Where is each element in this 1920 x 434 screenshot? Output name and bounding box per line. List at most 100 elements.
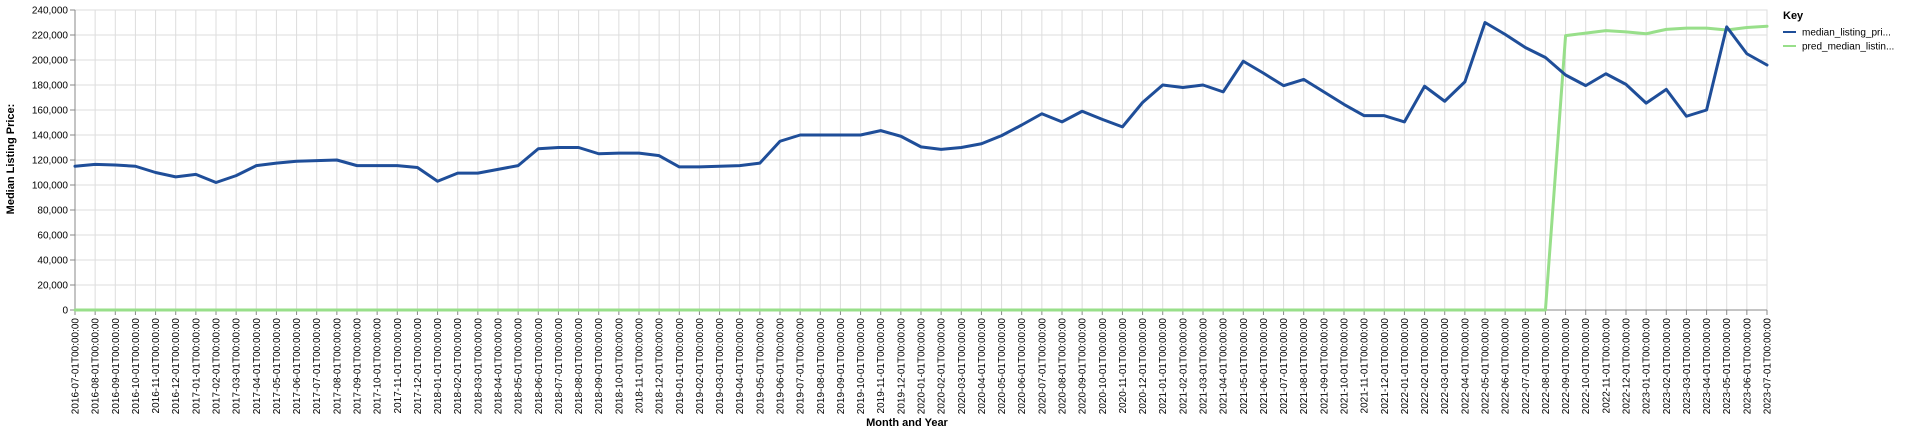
- y-tick-label: 100,000: [32, 181, 69, 192]
- x-tick-label: 2017-01-01T00:00:00: [191, 318, 202, 415]
- x-tick-label: 2020-05-01T00:00:00: [997, 318, 1008, 415]
- y-tick-label: 0: [62, 306, 68, 317]
- x-tick-label: 2018-12-01T00:00:00: [655, 318, 666, 415]
- x-tick-label: 2021-05-01T00:00:00: [1239, 318, 1250, 415]
- x-tick-label: 2022-02-01T00:00:00: [1420, 318, 1431, 415]
- x-tick-label: 2020-09-01T00:00:00: [1078, 318, 1089, 415]
- x-tick-label: 2021-07-01T00:00:00: [1279, 318, 1290, 415]
- legend-label: median_listing_pri...: [1802, 28, 1891, 39]
- x-tick-label: 2021-02-01T00:00:00: [1178, 318, 1189, 415]
- x-tick-label: 2018-02-01T00:00:00: [453, 318, 464, 415]
- x-tick-label: 2018-07-01T00:00:00: [554, 318, 565, 415]
- x-tick-label: 2018-08-01T00:00:00: [574, 318, 585, 415]
- y-axis-title: Median Listing Price:: [5, 104, 17, 215]
- x-tick-label: 2019-05-01T00:00:00: [755, 318, 766, 415]
- x-tick-label: 2018-05-01T00:00:00: [514, 318, 525, 415]
- x-tick-label: 2021-12-01T00:00:00: [1380, 318, 1391, 415]
- x-tick-label: 2020-12-01T00:00:00: [1138, 318, 1149, 415]
- x-tick-label: 2016-10-01T00:00:00: [131, 318, 142, 415]
- x-tick-label: 2023-06-01T00:00:00: [1742, 318, 1753, 415]
- x-tick-label: 2016-08-01T00:00:00: [91, 318, 102, 415]
- y-tick-label: 80,000: [37, 206, 68, 217]
- x-tick-label: 2023-03-01T00:00:00: [1682, 318, 1693, 415]
- x-tick-label: 2017-09-01T00:00:00: [353, 318, 364, 415]
- x-tick-label: 2017-08-01T00:00:00: [332, 318, 343, 415]
- x-tick-label: 2020-07-01T00:00:00: [1037, 318, 1048, 415]
- x-tick-label: 2016-07-01T00:00:00: [71, 318, 82, 415]
- x-tick-label: 2022-05-01T00:00:00: [1481, 318, 1492, 415]
- legend-title: Key: [1783, 10, 1804, 22]
- x-tick-label: 2018-04-01T00:00:00: [494, 318, 505, 415]
- legend-label: pred_median_listin...: [1802, 42, 1894, 53]
- x-tick-label: 2022-07-01T00:00:00: [1521, 318, 1532, 415]
- x-tick-label: 2022-01-01T00:00:00: [1400, 318, 1411, 415]
- x-tick-label: 2018-10-01T00:00:00: [614, 318, 625, 415]
- gridlines: [74, 9, 1768, 311]
- x-tick-label: 2022-12-01T00:00:00: [1622, 318, 1633, 415]
- x-tick-label: 2018-09-01T00:00:00: [594, 318, 605, 415]
- x-tick-label: 2022-03-01T00:00:00: [1440, 318, 1451, 415]
- y-tick-label: 240,000: [32, 6, 69, 17]
- x-tick-label: 2020-10-01T00:00:00: [1098, 318, 1109, 415]
- x-tick-label: 2022-04-01T00:00:00: [1460, 318, 1471, 415]
- x-tick-label: 2022-09-01T00:00:00: [1561, 318, 1572, 415]
- x-tick-label: 2021-11-01T00:00:00: [1360, 318, 1371, 414]
- x-tick-label: 2017-11-01T00:00:00: [393, 318, 404, 414]
- x-tick-label: 2020-03-01T00:00:00: [957, 318, 968, 415]
- x-tick-label: 2017-06-01T00:00:00: [292, 318, 303, 415]
- x-tick-label: 2019-01-01T00:00:00: [675, 318, 686, 415]
- x-tick-label: 2019-07-01T00:00:00: [796, 318, 807, 415]
- x-tick-label: 2020-11-01T00:00:00: [1118, 318, 1129, 414]
- x-tick-label: 2018-11-01T00:00:00: [635, 318, 646, 414]
- x-tick-label: 2021-08-01T00:00:00: [1299, 318, 1310, 415]
- x-tick-label: 2020-04-01T00:00:00: [977, 318, 988, 415]
- y-tick-label: 20,000: [37, 281, 68, 292]
- x-tick-label: 2019-12-01T00:00:00: [896, 318, 907, 415]
- x-tick-label: 2019-02-01T00:00:00: [695, 318, 706, 415]
- x-tick-label: 2017-07-01T00:00:00: [312, 318, 323, 415]
- x-tick-label: 2017-12-01T00:00:00: [413, 318, 424, 415]
- x-tick-label: 2019-08-01T00:00:00: [816, 318, 827, 415]
- x-tick-label: 2017-02-01T00:00:00: [212, 318, 223, 415]
- x-tick-label: 2019-09-01T00:00:00: [836, 318, 847, 415]
- series-lines: [73, 21, 1769, 312]
- x-tick-label: 2019-06-01T00:00:00: [776, 318, 787, 415]
- x-tick-label: 2022-08-01T00:00:00: [1541, 318, 1552, 415]
- x-tick-label: 2021-03-01T00:00:00: [1199, 318, 1210, 415]
- x-tick-label: 2018-03-01T00:00:00: [473, 318, 484, 415]
- x-tick-label: 2017-03-01T00:00:00: [232, 318, 243, 415]
- y-tick-label: 180,000: [32, 81, 69, 92]
- legend: Key median_listing_pri... pred_median_lis…: [1783, 10, 1894, 53]
- x-tick-label: 2020-08-01T00:00:00: [1058, 318, 1069, 415]
- y-tick-label: 200,000: [32, 56, 69, 67]
- x-tick-label: 2022-10-01T00:00:00: [1581, 318, 1592, 415]
- y-tick-label: 120,000: [32, 156, 69, 167]
- y-tick-label: 60,000: [37, 231, 68, 242]
- x-tick-label: 2023-01-01T00:00:00: [1642, 318, 1653, 415]
- series-line-1: [73, 21, 1769, 184]
- y-axis-ticks: 0 20,000 40,000 60,000 80,000 100,000 120,000 1…: [32, 6, 76, 317]
- y-tick-label: 140,000: [32, 131, 69, 142]
- x-tick-label: 2023-02-01T00:00:00: [1662, 318, 1673, 415]
- x-tick-label: 2017-10-01T00:00:00: [373, 318, 384, 415]
- x-tick-label: 2021-09-01T00:00:00: [1319, 318, 1330, 415]
- x-tick-label: 2021-10-01T00:00:00: [1340, 318, 1351, 415]
- x-tick-label: 2019-03-01T00:00:00: [715, 318, 726, 415]
- x-tick-label: 2023-04-01T00:00:00: [1702, 318, 1713, 415]
- y-tick-label: 220,000: [32, 31, 69, 42]
- x-axis-title: Month and Year: [866, 417, 948, 429]
- x-tick-label: 2021-06-01T00:00:00: [1259, 318, 1270, 415]
- series-line-2: [73, 24, 1769, 312]
- x-tick-label: 2016-12-01T00:00:00: [171, 318, 182, 415]
- x-tick-label: 2016-11-01T00:00:00: [151, 318, 162, 414]
- x-tick-label: 2019-04-01T00:00:00: [735, 318, 746, 415]
- x-tick-label: 2017-05-01T00:00:00: [272, 318, 283, 415]
- x-tick-label: 2017-04-01T00:00:00: [252, 318, 263, 415]
- x-tick-label: 2016-09-01T00:00:00: [111, 318, 122, 415]
- x-axis-ticks: 2016-07-01T00:00:00 2016-08-01T00:00:00 20…: [71, 309, 1774, 415]
- x-tick-label: 2023-05-01T00:00:00: [1722, 318, 1733, 415]
- y-tick-label: 160,000: [32, 106, 69, 117]
- x-tick-label: 2023-07-01T00:00:00: [1763, 318, 1774, 415]
- x-tick-label: 2021-01-01T00:00:00: [1158, 318, 1169, 415]
